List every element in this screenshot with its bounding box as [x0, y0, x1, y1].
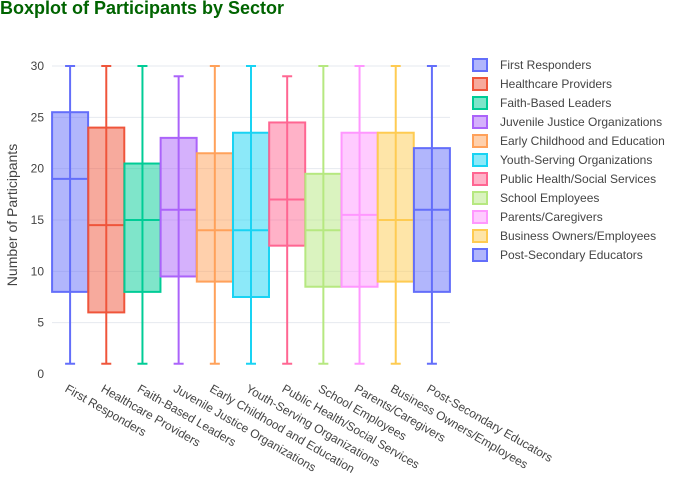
box-group	[195, 65, 234, 365]
legend-label: School Employees	[500, 191, 599, 205]
y-axis: 0 5 10 15 20 25 30	[31, 59, 45, 381]
legend-label: Parents/Caregivers	[500, 210, 603, 224]
legend-item[interactable]: Business Owners/Employees	[472, 229, 656, 243]
y-tick-label: 30	[31, 59, 45, 73]
legend-item[interactable]: Post-Secondary Educators	[472, 248, 643, 262]
legend-item[interactable]: School Employees	[472, 191, 599, 205]
box	[123, 162, 162, 293]
legend-item[interactable]: Parents/Caregivers	[472, 210, 603, 224]
box	[268, 121, 307, 247]
legend-item[interactable]: Faith-Based Leaders	[472, 96, 611, 110]
legend-label: Early Childhood and Education	[500, 134, 665, 148]
legend: First Responders Healthcare Providers Fait…	[472, 58, 665, 262]
legend-swatch	[472, 96, 488, 110]
box	[412, 147, 451, 293]
legend-item[interactable]: First Responders	[472, 58, 591, 72]
box-group	[340, 65, 379, 365]
box-group	[268, 75, 307, 365]
legend-swatch	[472, 115, 488, 129]
legend-label: Faith-Based Leaders	[500, 96, 611, 110]
legend-label: Youth-Serving Organizations	[500, 153, 652, 167]
y-tick-label: 25	[31, 110, 45, 124]
legend-label: Post-Secondary Educators	[500, 248, 643, 262]
box	[87, 126, 126, 314]
legend-swatch	[472, 134, 488, 148]
box	[232, 131, 270, 298]
legend-swatch	[472, 153, 488, 167]
box-group	[51, 65, 90, 365]
box-group	[412, 65, 451, 365]
legend-item[interactable]: Public Health/Social Services	[472, 172, 656, 186]
box	[51, 111, 90, 293]
legend-swatch	[472, 191, 488, 205]
box-group	[232, 65, 270, 365]
box-group	[159, 75, 198, 365]
y-tick-label: 5	[37, 316, 44, 330]
y-axis-title: Number of Participants	[4, 144, 20, 286]
box-group	[123, 65, 162, 365]
box	[195, 152, 234, 283]
legend-label: Business Owners/Employees	[500, 229, 656, 243]
boxes	[51, 65, 451, 365]
legend-swatch	[472, 58, 488, 72]
box	[340, 131, 379, 288]
legend-item[interactable]: Youth-Serving Organizations	[472, 153, 652, 167]
legend-item[interactable]: Healthcare Providers	[472, 77, 612, 91]
y-tick-label: 15	[31, 213, 45, 227]
y-tick-label: 20	[31, 162, 45, 176]
legend-swatch	[472, 248, 488, 262]
legend-swatch	[472, 172, 488, 186]
legend-swatch	[472, 210, 488, 224]
y-tick-label: 0	[37, 367, 44, 381]
box-group	[376, 65, 415, 365]
chart-title: Boxplot of Participants by Sector	[0, 0, 284, 18]
legend-swatch	[472, 229, 488, 243]
legend-item[interactable]: Early Childhood and Education	[472, 134, 665, 148]
box	[159, 136, 198, 278]
legend-label: First Responders	[500, 58, 591, 72]
box-group	[304, 65, 343, 365]
legend-label: Juvenile Justice Organizations	[500, 115, 662, 129]
legend-item[interactable]: Juvenile Justice Organizations	[472, 115, 662, 129]
y-tick-label: 10	[31, 264, 45, 278]
legend-swatch	[472, 77, 488, 91]
legend-label: Healthcare Providers	[500, 77, 612, 91]
legend-label: Public Health/Social Services	[500, 172, 656, 186]
box-group	[87, 65, 126, 365]
box	[376, 131, 415, 283]
